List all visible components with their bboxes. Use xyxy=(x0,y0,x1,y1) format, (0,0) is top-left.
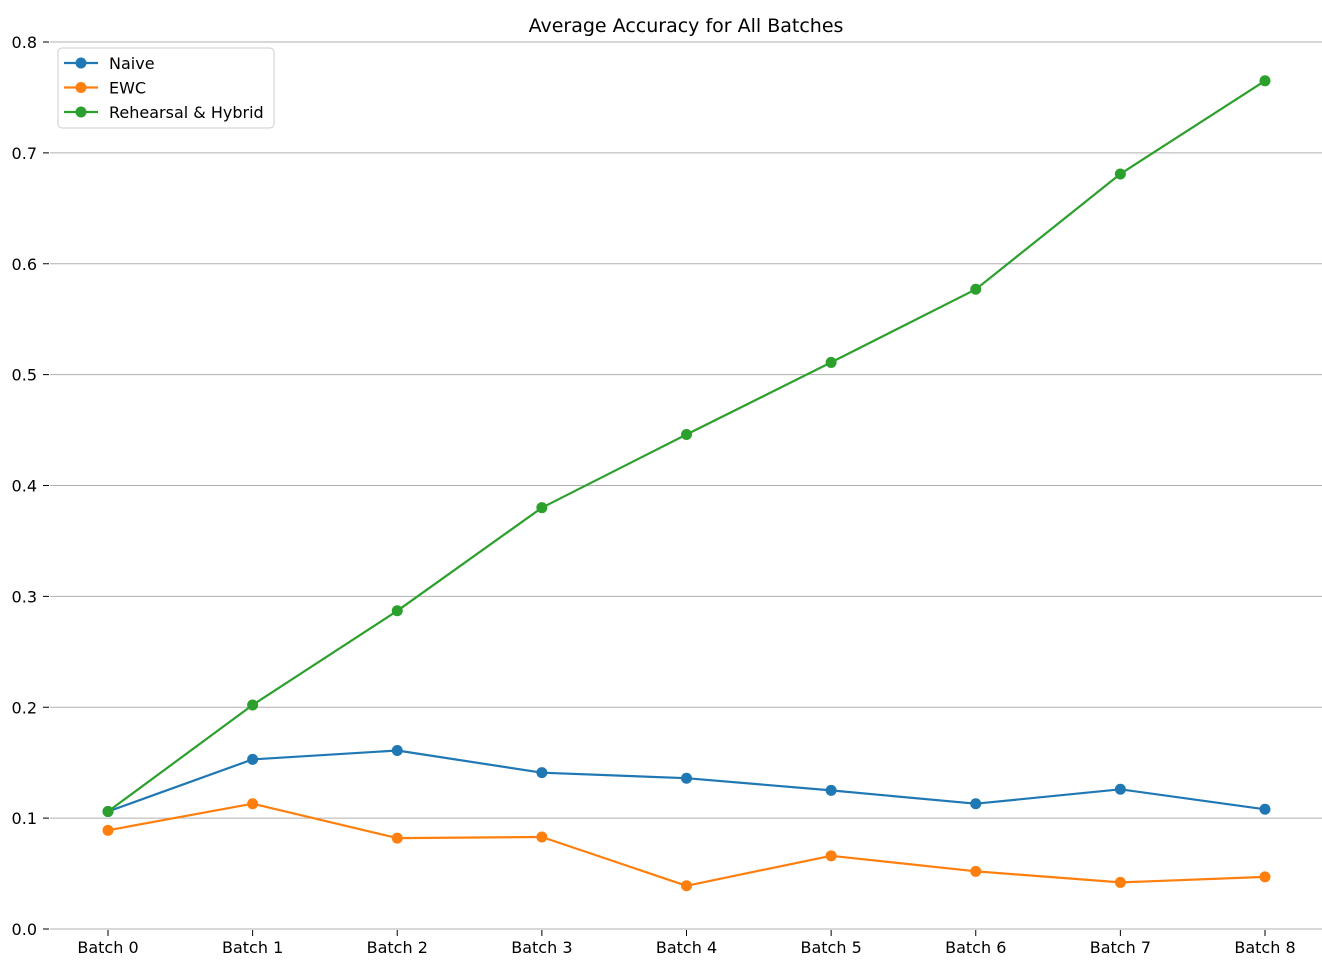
y-tick-label: 0.6 xyxy=(12,255,37,274)
legend-item-naive: Naive xyxy=(64,54,155,73)
data-point-ewc xyxy=(1259,871,1271,883)
data-point-rehearsal-hybrid xyxy=(247,699,259,711)
x-axis: Batch 0 Batch 1 Batch 2 Batch 3 Batch 4 Batch… xyxy=(77,930,1296,957)
x-tick-label: Batch 1 xyxy=(222,938,283,957)
chart-title: Average Accuracy for All Batches xyxy=(529,15,844,37)
y-tick-label: 0.7 xyxy=(12,144,37,163)
y-tick-label: 0.0 xyxy=(12,920,37,939)
series-ewc xyxy=(102,798,1271,892)
data-point-ewc xyxy=(102,824,114,836)
legend-label: Naive xyxy=(109,54,155,73)
series-lines xyxy=(102,75,1271,892)
legend-swatch-marker xyxy=(75,57,87,69)
y-tick-label: 0.8 xyxy=(12,33,37,52)
legend: Naive EWC Rehearsal & Hybrid xyxy=(57,47,275,129)
x-tick-label: Batch 0 xyxy=(77,938,138,957)
legend-label: Rehearsal & Hybrid xyxy=(109,103,264,122)
data-point-rehearsal-hybrid xyxy=(1114,168,1126,180)
series-line-ewc xyxy=(107,802,1266,887)
legend-item-ewc: EWC xyxy=(64,79,146,98)
data-point-ewc xyxy=(1114,876,1126,888)
data-point-rehearsal-hybrid xyxy=(102,805,114,817)
series-rehearsal-hybrid xyxy=(102,75,1271,817)
data-point-ewc xyxy=(681,880,692,892)
data-point-rehearsal-hybrid xyxy=(970,283,982,295)
y-tick-label: 0.3 xyxy=(12,587,37,606)
grid-lines xyxy=(50,41,1322,930)
data-point-rehearsal-hybrid xyxy=(536,502,548,514)
y-tick-label: 0.2 xyxy=(12,698,37,717)
data-point-ewc xyxy=(391,832,403,844)
data-point-naive xyxy=(825,784,837,796)
data-point-ewc xyxy=(247,798,259,810)
x-tick-label: Batch 8 xyxy=(1234,938,1295,957)
legend-swatch-marker xyxy=(75,82,87,93)
data-point-naive xyxy=(681,772,692,784)
series-naive xyxy=(102,744,1271,817)
y-tick-label: 0.1 xyxy=(12,809,37,828)
legend-frame xyxy=(57,47,275,129)
legend-swatch-marker xyxy=(75,106,87,118)
data-point-naive xyxy=(536,767,548,779)
x-tick-label: Batch 2 xyxy=(367,938,428,957)
data-point-naive xyxy=(1259,803,1271,815)
x-tick-label: Batch 3 xyxy=(511,938,572,957)
y-axis: 0.0 0.1 0.2 0.3 0.4 0.5 0.6 0.7 0.8 xyxy=(12,33,49,939)
x-tick-label: Batch 6 xyxy=(945,938,1006,957)
data-point-naive xyxy=(247,753,259,765)
data-point-rehearsal-hybrid xyxy=(825,356,837,368)
data-point-ewc xyxy=(536,831,548,843)
x-tick-label: Batch 5 xyxy=(800,938,861,957)
data-point-rehearsal-hybrid xyxy=(681,428,692,440)
data-point-naive xyxy=(391,744,403,756)
data-point-naive xyxy=(970,798,982,810)
data-point-rehearsal-hybrid xyxy=(391,605,403,617)
data-point-naive xyxy=(1114,783,1126,795)
x-tick-label: Batch 4 xyxy=(656,938,717,957)
x-tick-label: Batch 7 xyxy=(1090,938,1151,957)
legend-item-rehearsal-hybrid: Rehearsal & Hybrid xyxy=(64,103,264,122)
data-point-ewc xyxy=(970,865,982,877)
data-point-rehearsal-hybrid xyxy=(1259,75,1271,87)
y-tick-label: 0.4 xyxy=(12,477,37,496)
series-line-rehearsal-hybrid xyxy=(107,79,1266,813)
data-point-ewc xyxy=(825,850,837,862)
y-tick-label: 0.5 xyxy=(12,366,37,385)
legend-label: EWC xyxy=(109,79,146,98)
